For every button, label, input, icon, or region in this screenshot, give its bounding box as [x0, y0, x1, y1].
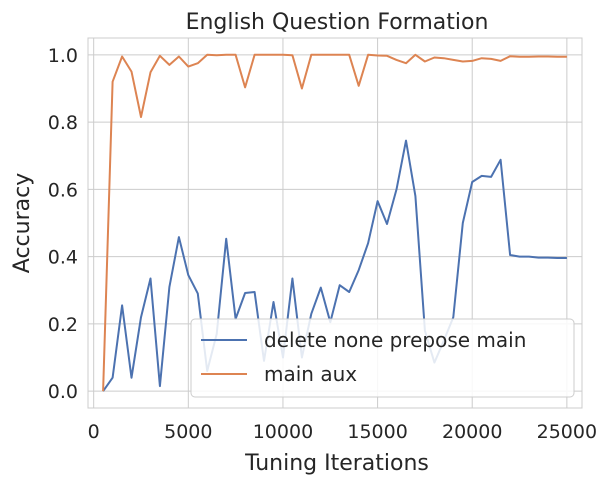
x-tick-label: 20000: [442, 421, 502, 443]
x-tick-label: 0: [88, 421, 100, 443]
y-axis-label: Accuracy: [10, 173, 35, 273]
tick-labels: 0 5000 10000 15000 20000 25000 0.0 0.2 0.4 0.6 0.8…: [48, 45, 597, 443]
y-tick-label: 1.0: [48, 45, 78, 67]
chart-title: English Question Formation: [186, 10, 489, 35]
x-tick-label: 25000: [537, 421, 597, 443]
legend: delete none prepose main main aux: [190, 318, 575, 398]
series-line-main-aux: [102, 53, 567, 392]
x-tick-label: 15000: [347, 421, 407, 443]
x-axis-label: Tuning Iterations: [244, 451, 429, 476]
x-tick-label: 5000: [164, 421, 212, 443]
series-line-delete-none-prepose-main: [102, 139, 567, 392]
legend-box: [190, 318, 575, 398]
y-tick-label: 0.2: [48, 314, 78, 336]
legend-label-delete-none-prepose-main: delete none prepose main: [264, 328, 526, 352]
y-tick-label: 0.6: [48, 179, 78, 201]
legend-label-main-aux: main aux: [264, 362, 357, 386]
series-layer: [102, 53, 567, 392]
y-tick-label: 0.8: [48, 112, 78, 134]
y-tick-label: 0.4: [48, 247, 78, 269]
x-tick-label: 10000: [253, 421, 313, 443]
y-tick-label: 0.0: [48, 381, 78, 403]
